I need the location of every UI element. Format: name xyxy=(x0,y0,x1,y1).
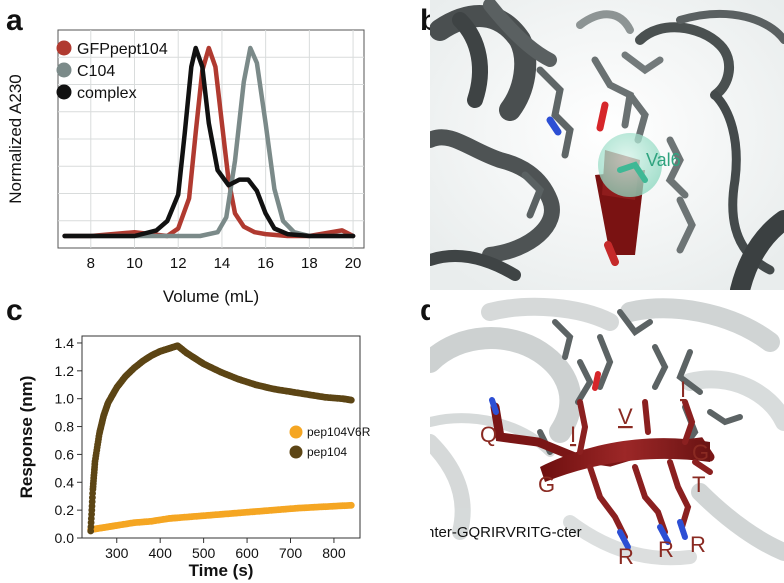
structure-b-image: Val6 xyxy=(430,0,784,290)
chart-c-legend: pep104V6R pep104 xyxy=(289,425,371,459)
chart-c-x-tick-label: 300 xyxy=(105,545,129,561)
residue-label-R-7: R xyxy=(618,544,634,569)
chart-a-x-tick-label: 10 xyxy=(126,255,143,272)
chart-a-x-tick-label: 8 xyxy=(87,255,95,272)
chart-c-x-tick-label: 600 xyxy=(235,545,259,561)
chart-c-x-ticks: 300 400 500 600 700 800 xyxy=(105,538,346,561)
chart-a-x-tick-label: 14 xyxy=(214,255,231,272)
residue-label-R-8: R xyxy=(658,537,674,562)
chart-a-x-tick-label: 16 xyxy=(257,255,274,272)
chart-c-y-tick-label: 0.8 xyxy=(55,419,75,435)
residue-label-Q-0: Q xyxy=(480,422,497,447)
panel-letter-c: c xyxy=(6,294,23,327)
residue-label-val6: Val6 xyxy=(646,150,681,170)
residue-label-T-6: T xyxy=(692,472,705,497)
chart-a-series-line-complex xyxy=(62,45,356,239)
chart-a-legend-label-C104: C104 xyxy=(77,63,115,80)
chart-c-binding-kinetics: 300 400 500 600 700 800 0.0 0.2 0.4 0.6 0.8 1.0 1.2… xyxy=(17,335,371,580)
chart-c-legend-marker-pep104V6R xyxy=(289,425,303,439)
residue-label-V-2: V xyxy=(618,404,633,429)
chart-a-y-axis-label: Normalized A230 xyxy=(6,74,25,203)
chart-c-y-tick-label: 1.4 xyxy=(55,335,75,351)
chart-c-x-axis-label: Time (s) xyxy=(189,561,254,580)
chart-a-legend-label-complex: complex xyxy=(77,85,137,102)
chart-a-sec-profile: 8 10 12 14 16 18 20 GFPpept104 C104 complex Volu… xyxy=(6,29,365,306)
chart-a-legend-marker-complex xyxy=(56,84,72,100)
chart-c-legend-label-pep104V6R: pep104V6R xyxy=(307,425,371,439)
chart-c-x-tick-label: 700 xyxy=(279,545,303,561)
chart-c-x-tick-label: 500 xyxy=(192,545,216,561)
chart-c-y-tick-label: 0.6 xyxy=(55,446,75,462)
chart-c-x-tick-label: 400 xyxy=(149,545,173,561)
receptor-cartoon xyxy=(430,297,784,566)
chart-c-point-pep104 xyxy=(347,396,355,404)
chart-a-x-tick-label: 18 xyxy=(301,255,318,272)
residue-label-R-9: R xyxy=(690,532,706,557)
chart-a-x-tick-label: 12 xyxy=(170,255,187,272)
chart-a-x-tick-label: 20 xyxy=(345,255,362,272)
chart-a-legend: GFPpept104 C104 complex xyxy=(56,40,168,102)
residue-label-G-5: G xyxy=(692,440,709,465)
panel-letter-a: a xyxy=(6,4,23,37)
peptide-side-chains xyxy=(577,399,713,540)
chart-a-x-axis-label: Volume (mL) xyxy=(163,287,259,306)
chart-c-y-ticks: 0.0 0.2 0.4 0.6 0.8 1.0 1.2 1.4 xyxy=(55,335,82,546)
residue-label-G-4: G xyxy=(538,472,555,497)
residue-label-I-1: I xyxy=(570,422,576,447)
chart-a-legend-marker-C104 xyxy=(56,62,72,78)
chart-c-series xyxy=(87,342,355,535)
helix-ribbons xyxy=(430,0,784,290)
arginine-tips xyxy=(617,519,688,550)
chart-c-y-axis-label: Response (nm) xyxy=(17,376,36,499)
chart-c-point-pep104V6R xyxy=(347,501,355,509)
side-chain-sticks xyxy=(521,51,696,254)
residue-label-I-3: I xyxy=(680,377,686,402)
chart-c-y-tick-label: 1.2 xyxy=(55,363,75,379)
sequence-label: nter-GQRIRVRITG-cter xyxy=(430,524,582,541)
peptide-backbone xyxy=(489,397,715,482)
chart-a-series-line-C104 xyxy=(62,45,356,239)
chart-a-legend-label-GFPpept104: GFPpept104 xyxy=(77,41,168,58)
chart-c-legend-label-pep104: pep104 xyxy=(307,445,347,459)
chart-c-y-tick-label: 0.0 xyxy=(55,530,75,546)
chart-c-y-tick-label: 0.2 xyxy=(55,502,75,518)
chart-a-x-ticks: 8 10 12 14 16 18 20 xyxy=(87,255,362,272)
chart-c-y-tick-label: 1.0 xyxy=(55,391,75,407)
chart-a-legend-marker-GFPpept104 xyxy=(56,40,72,56)
chart-c-x-tick-label: 800 xyxy=(322,545,346,561)
chart-c-legend-marker-pep104 xyxy=(289,445,303,459)
chart-c-y-tick-label: 0.4 xyxy=(55,474,75,490)
chart-a-series xyxy=(62,45,356,239)
